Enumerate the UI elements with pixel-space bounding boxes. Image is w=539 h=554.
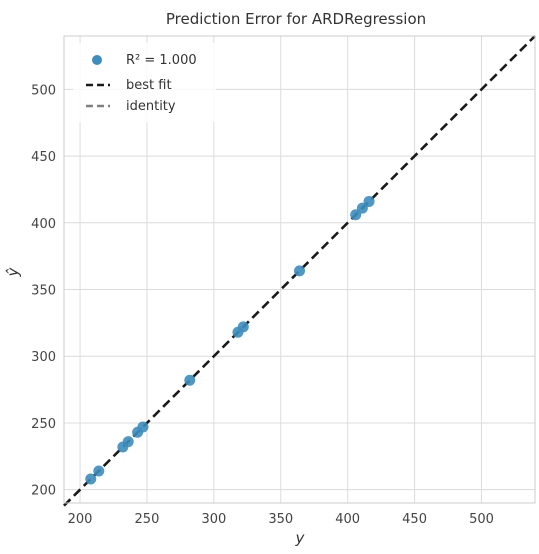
y-tick-labels: 200 250 300 350 400 450 500 xyxy=(31,83,56,498)
x-tick-label: 500 xyxy=(469,512,494,527)
legend: R² = 1.000 best fit identity xyxy=(73,43,216,122)
y-tick-label: 450 xyxy=(31,150,56,165)
legend-label-r2: R² = 1.000 xyxy=(126,53,197,68)
data-point xyxy=(350,209,362,221)
data-point xyxy=(184,374,196,386)
x-tick-label: 450 xyxy=(402,512,427,527)
x-tick-label: 250 xyxy=(135,512,160,527)
y-tick-label: 300 xyxy=(31,350,56,365)
data-point xyxy=(356,202,368,214)
fit-lines xyxy=(63,35,536,507)
x-axis-label: y xyxy=(295,529,306,547)
x-tick-label: 400 xyxy=(335,512,360,527)
chart-title: Prediction Error for ARDRegression xyxy=(166,10,426,28)
data-point xyxy=(237,321,249,333)
data-point xyxy=(363,195,375,207)
x-tick-label: 300 xyxy=(201,512,226,527)
y-axis-label: ŷ xyxy=(4,266,22,277)
data-point xyxy=(93,465,105,477)
y-tick-label: 350 xyxy=(31,284,56,299)
data-point xyxy=(85,473,97,485)
y-tick-label: 500 xyxy=(31,83,56,98)
legend-label-identity: identity xyxy=(126,99,176,114)
x-tick-labels: 200 250 300 350 400 450 500 xyxy=(68,512,494,527)
data-point xyxy=(122,436,134,448)
y-tick-label: 400 xyxy=(31,217,56,232)
legend-label-best-fit: best fit xyxy=(126,78,172,93)
plot-frame xyxy=(63,35,536,504)
data-point xyxy=(137,421,149,433)
scatter-points xyxy=(85,195,375,485)
legend-marker-icon xyxy=(92,55,102,65)
x-tick-label: 200 xyxy=(68,512,93,527)
data-point xyxy=(294,265,305,277)
x-tick-label: 350 xyxy=(268,512,293,527)
y-tick-label: 250 xyxy=(31,417,56,432)
y-tick-label: 200 xyxy=(31,484,56,499)
best-fit-line xyxy=(63,35,536,507)
